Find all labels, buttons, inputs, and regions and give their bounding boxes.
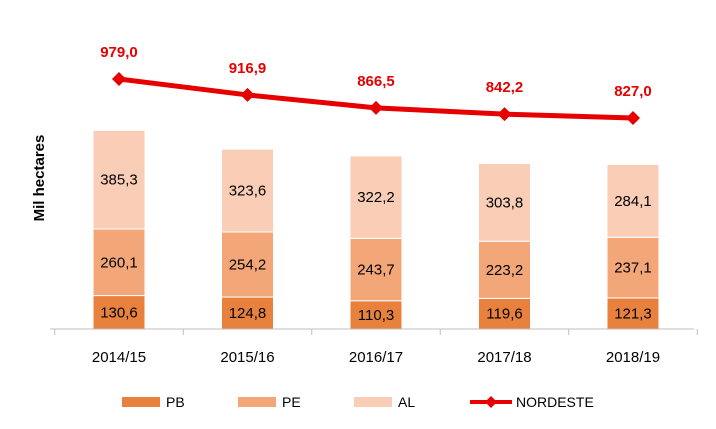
data-label-pe-2017-18: 223,2 bbox=[486, 262, 524, 279]
legend-label-pe: PE bbox=[282, 394, 301, 410]
line-point-2016-17 bbox=[369, 100, 383, 115]
data-label-al-2017-18: 303,8 bbox=[486, 194, 524, 211]
data-label-pe-2015-16: 254,2 bbox=[229, 257, 267, 274]
data-label-al-2014-15: 385,3 bbox=[100, 172, 138, 189]
data-label-al-2016-17: 322,2 bbox=[357, 189, 395, 206]
x-tick-label-2015-16: 2015/16 bbox=[220, 349, 274, 366]
data-label-pe-2016-17: 243,7 bbox=[357, 262, 395, 279]
x-tick-label-2018-19: 2018/19 bbox=[606, 349, 660, 366]
legend-swatch-pb bbox=[122, 397, 160, 407]
line-point-2015-16 bbox=[240, 87, 255, 102]
data-label-pb-2017-18: 119,6 bbox=[486, 306, 522, 323]
legend-label-pb: PB bbox=[166, 394, 185, 410]
bar-pe-2014-15 bbox=[92, 228, 146, 297]
bar-pe-2015-16 bbox=[221, 231, 274, 298]
nordeste-line-layer: 979,0 916,9 866,5 842,2 827,0 bbox=[100, 44, 652, 125]
total-label-2018-19: 827,0 bbox=[614, 83, 652, 100]
data-label-pe-2018-19: 237,1 bbox=[614, 260, 652, 277]
legend-marker-nordeste bbox=[485, 396, 497, 408]
bar-pb-2017-18 bbox=[478, 297, 531, 330]
data-label-pe-2014-15: 260,1 bbox=[100, 254, 138, 271]
line-point-2017-18 bbox=[497, 107, 512, 122]
x-tick-label-2016-17: 2016/17 bbox=[349, 349, 403, 366]
data-label-pb-2014-15: 130,6 bbox=[100, 304, 138, 321]
total-label-2014-15: 979,0 bbox=[100, 44, 138, 61]
legend-label-nordeste: NORDESTE bbox=[516, 394, 594, 410]
total-label-2015-16: 916,9 bbox=[229, 60, 267, 77]
line-point-2014-15 bbox=[112, 72, 126, 86]
x-tick-label-2017-18: 2017/18 bbox=[477, 349, 531, 366]
x-tick-label-2014-15: 2014/15 bbox=[92, 349, 146, 366]
total-label-2017-18: 842,2 bbox=[486, 79, 524, 96]
legend-swatch-pe bbox=[238, 397, 276, 407]
bars-layer: 130,6 260,1 385,3 124,8 254,2 323,6 110,3 243,7… bbox=[92, 129, 660, 330]
bar-al-2017-18 bbox=[478, 162, 531, 242]
bar-al-2014-15 bbox=[92, 129, 146, 230]
legend: PB PE AL NORDESTE bbox=[122, 394, 594, 410]
bar-pe-2017-18 bbox=[478, 240, 531, 299]
legend-swatch-al bbox=[354, 397, 392, 407]
line-point-2018-19 bbox=[626, 111, 640, 125]
bar-al-2018-19 bbox=[606, 164, 660, 238]
data-label-pb-2015-16: 124,8 bbox=[229, 305, 267, 322]
data-label-al-2015-16: 323,6 bbox=[229, 183, 267, 200]
bar-pb-2014-15 bbox=[92, 295, 146, 330]
bar-pe-2016-17 bbox=[349, 237, 403, 302]
data-label-al-2018-19: 284,1 bbox=[614, 193, 652, 210]
total-label-2016-17: 866,5 bbox=[357, 73, 395, 90]
bar-al-2015-16 bbox=[221, 148, 274, 233]
y-axis-label: Mil hectares bbox=[31, 135, 48, 222]
data-label-pb-2018-19: 121,3 bbox=[614, 305, 652, 322]
bar-al-2016-17 bbox=[349, 155, 403, 239]
x-axis-ticks: 2014/15 2015/16 2016/17 2017/18 2018/19 bbox=[54, 329, 698, 366]
bar-pb-2015-16 bbox=[221, 296, 274, 330]
legend-label-al: AL bbox=[398, 394, 415, 410]
data-label-pb-2016-17: 110,3 bbox=[358, 307, 394, 324]
